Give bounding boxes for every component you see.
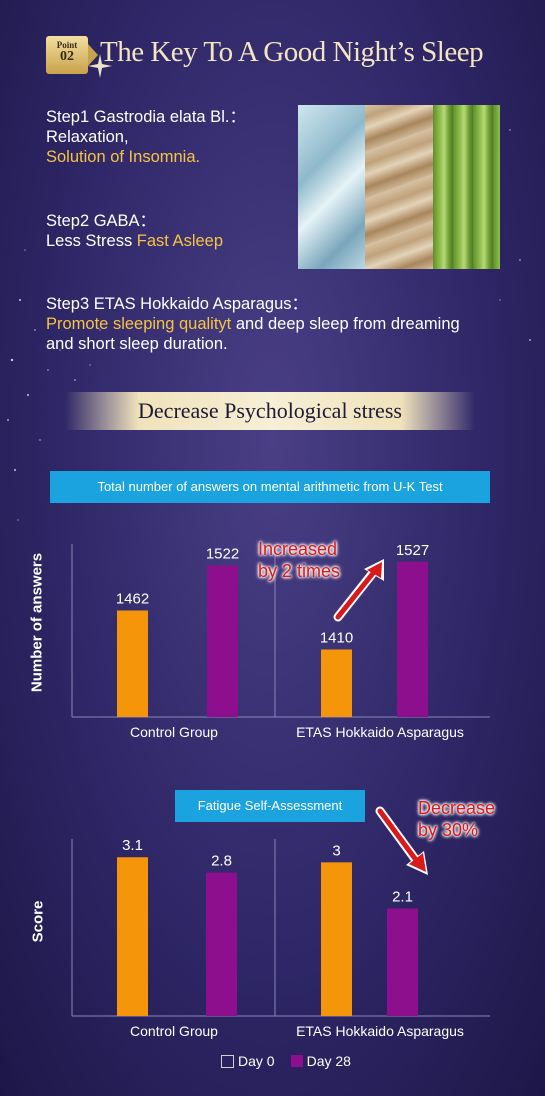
section-title: Decrease Psychological stress [138,398,402,423]
chart-2-value-label-1-1: 2.1 [392,888,413,905]
chart-1-bar-0-0 [117,610,148,717]
chart-2-bar-0-1 [206,872,237,1016]
chart-2-value-label-0-1: 2.8 [211,853,232,870]
step-2-heading: Step2 GABA： [46,212,157,230]
chart-1-annotation: Increased by 2 times [258,538,340,582]
step-1-highlight: Solution of Insomnia. [46,148,201,166]
chart-1-value-label-0-0: 1462 [116,591,149,608]
day28-swatch-icon [290,1055,303,1067]
chart-1-category-label-0: Control Group [130,724,218,740]
legend-item-day0: Day 0 [221,1053,275,1069]
chart-1-annotation-line-1: Increased [258,539,338,559]
chart-legend: Day 0 Day 28 [221,1053,367,1069]
chart-1: 1462 1522 Control Group 1410 1527 ETAS Hokkai… [71,542,490,740]
ingredient-photo [298,105,500,269]
page-title: The Key To A Good Night’s Sleep [100,36,484,68]
chart-1-value-label-0-1: 1522 [206,546,239,563]
chart-1-value-label-1-0: 1410 [320,630,353,647]
step-3-heading: Step3 ETAS Hokkaido Asparagus： [46,295,309,313]
chart-1-bar-0-1 [207,565,238,717]
day0-swatch-icon [221,1054,234,1068]
step-1: Step1 Gastrodia elata Bl.： Relaxation, S… [46,107,246,167]
step-2: Step2 GABA： Less Stress Fast Asleep [46,211,223,251]
chart-1-bar-1-1 [397,561,428,717]
chart-1-caption: Total number of answers on mental arithm… [50,471,490,503]
chart-2-bar-1-1 [387,908,418,1016]
chart-2: 3.1 2.8 Control Group 3 2.1 ETAS Hokkaido Asp… [71,837,490,1039]
chart-2-annotation-line-1: Decrease [418,798,496,818]
legend-item-day28: Day 28 [290,1053,351,1069]
chart-2-caption: Fatigue Self-Assessment [175,790,365,822]
section-banner: Decrease Psychological stress [65,392,475,430]
asparagus-image [432,105,500,269]
increase-arrow-icon [333,559,384,622]
chart-2-value-label-0-0: 3.1 [122,837,143,854]
gaba-crystal-image [298,105,366,269]
step-1-text: Relaxation, [46,128,129,146]
chart-2-bar-0-0 [117,857,148,1016]
legend-label-day0: Day 0 [238,1053,275,1069]
badge-label: Point [56,40,78,50]
point-badge: Point 02 [46,36,88,74]
chart-2-annotation-line-2: by 30% [418,820,479,840]
step-2-highlight: Fast Asleep [136,232,224,250]
gastrodia-root-image [365,105,433,269]
chart-1-bar-1-0 [321,649,352,717]
step-2-text: Less Stress [46,232,137,250]
chart-2-category-label-1: ETAS Hokkaido Asparagus [296,1023,464,1039]
chart-2-bar-1-0 [321,862,352,1016]
step-3-text: and deep sleep from dreaming and short s… [46,315,460,353]
step-3-highlight: Promote sleeping qualityt [46,315,232,333]
chart-1-annotation-line-2: by 2 times [258,561,341,581]
badge-number: 02 [60,49,74,64]
chart-2-annotation: Decrease by 30% [418,797,495,841]
step-3: Step3 ETAS Hokkaido Asparagus： Promote s… [46,294,476,354]
chart-1-category-label-1: ETAS Hokkaido Asparagus [296,724,464,740]
chart-2-value-label-1-0: 3 [332,842,340,859]
step-1-heading: Step1 Gastrodia elata Bl.： [46,108,246,126]
legend-label-day28: Day 28 [306,1053,351,1069]
chart-2-category-label-0: Control Group [130,1023,218,1039]
badge-pointer [88,44,98,66]
decrease-arrow-icon [375,806,428,875]
chart-1-value-label-1-1: 1527 [396,542,429,559]
